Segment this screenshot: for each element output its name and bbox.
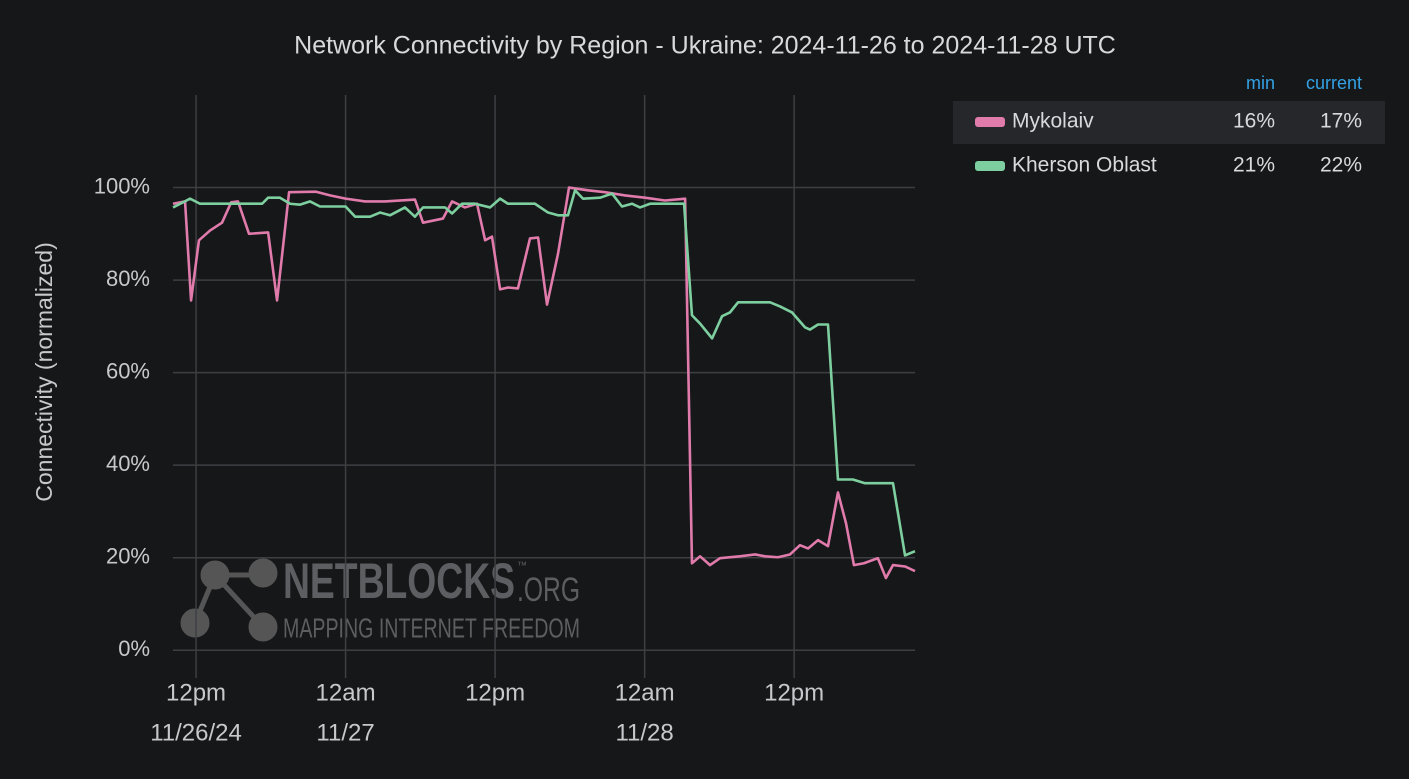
series-line bbox=[172, 186, 916, 580]
watermark-logo bbox=[180, 558, 278, 642]
legend-swatch bbox=[975, 161, 1005, 171]
watermark-name: NETBLOCKS bbox=[283, 553, 515, 609]
chart-title: Network Connectivity by Region - Ukraine… bbox=[294, 32, 1116, 60]
watermark-suffix: .ORG bbox=[517, 571, 580, 609]
legend-stat: 22% bbox=[1320, 154, 1362, 177]
y-tick-label: 80% bbox=[106, 266, 150, 291]
x-tick-label: 12am bbox=[316, 679, 376, 706]
legend-column-header: current bbox=[1306, 73, 1362, 93]
legend-stat: 16% bbox=[1233, 110, 1275, 133]
legend-stat: 17% bbox=[1320, 110, 1362, 133]
legend-stat: 21% bbox=[1233, 154, 1275, 177]
x-tick-date: 11/28 bbox=[615, 719, 673, 746]
y-tick-label: 100% bbox=[94, 173, 150, 198]
watermark-tagline: MAPPING INTERNET FREEDOM bbox=[283, 612, 580, 643]
y-tick-label: 0% bbox=[118, 636, 150, 661]
legend-highlight bbox=[953, 101, 1385, 144]
x-tick-label: 12pm bbox=[465, 679, 525, 706]
legend-label: Mykolaiv bbox=[1012, 110, 1094, 133]
x-tick-date: 11/26/24 bbox=[150, 719, 242, 746]
y-axis-label: Connectivity (normalized) bbox=[31, 242, 57, 501]
y-tick-label: 20% bbox=[106, 544, 150, 569]
x-tick-label: 12pm bbox=[764, 679, 824, 706]
legend-swatch bbox=[975, 117, 1005, 127]
x-tick-date: 11/27 bbox=[316, 719, 374, 746]
series-line bbox=[172, 189, 916, 557]
y-tick-label: 40% bbox=[106, 451, 150, 476]
legend-label: Kherson Oblast bbox=[1012, 154, 1157, 177]
x-tick-label: 12am bbox=[615, 679, 675, 706]
y-tick-label: 60% bbox=[106, 358, 150, 383]
x-tick-label: 12pm bbox=[166, 679, 226, 706]
watermark-trademark: ™ bbox=[517, 561, 527, 572]
legend-column-header: min bbox=[1246, 73, 1275, 93]
